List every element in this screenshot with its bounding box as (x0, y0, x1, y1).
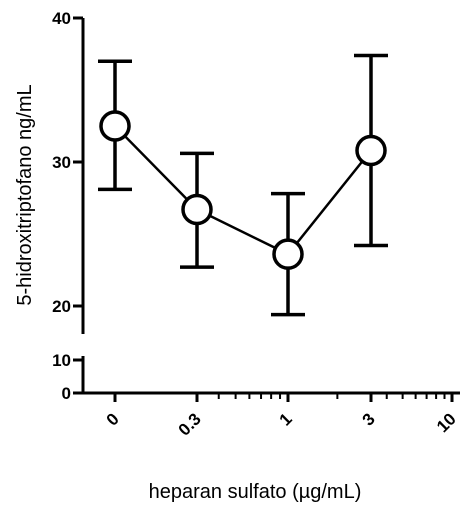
data-point-0.3 (181, 193, 213, 226)
y-tick-label-40: 40 (52, 9, 71, 28)
y-tick-labels: 0 10 20 30 40 (52, 9, 71, 403)
y-tick-label-10: 10 (52, 351, 71, 370)
x-tick-label-10: 10 (433, 409, 460, 436)
x-tick-label-3: 3 (359, 409, 379, 429)
ticks (73, 16, 454, 402)
data-point-1 (272, 238, 304, 270)
y-axis-title: 5-hidroxitriptofano ng/mL (14, 84, 36, 305)
x-tick-label-0: 0 (103, 409, 123, 429)
y-tick-label-20: 20 (52, 297, 71, 316)
series-layer (98, 53, 388, 317)
data-point-3 (355, 134, 387, 167)
x-tick-labels: 0 0.3 1 3 10 (103, 409, 460, 439)
data-point-0 (99, 110, 131, 142)
series-line (114, 125, 372, 256)
x-axis-title: heparan sulfato (µg/mL) (149, 481, 362, 503)
x-tick-label-0.3: 0.3 (175, 409, 205, 439)
y-tick-label-0: 0 (62, 384, 71, 403)
y-tick-label-30: 30 (52, 153, 71, 172)
x-tick-label-1: 1 (276, 409, 296, 429)
